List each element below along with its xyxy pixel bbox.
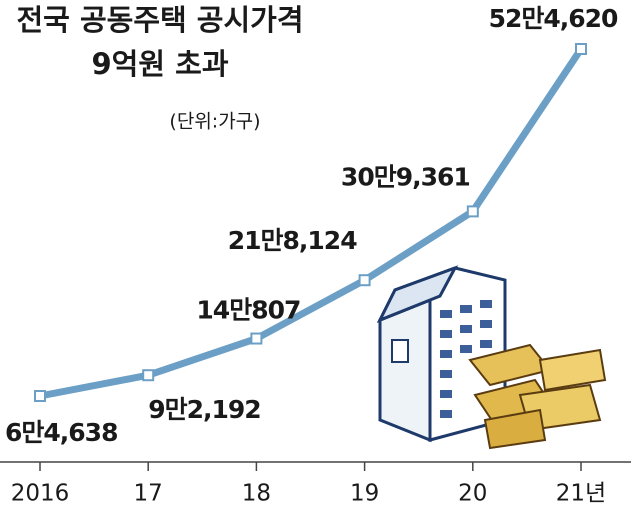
x-tick-label: 21년: [556, 481, 606, 507]
chart-title: 9억원 초과: [92, 47, 229, 81]
x-tick-label: 17: [134, 481, 163, 507]
illustration: [376, 265, 607, 450]
value-label: 30만9,361: [341, 162, 470, 191]
point-marker: [358, 274, 371, 287]
x-tick-label: 18: [242, 481, 271, 507]
point-marker: [250, 332, 263, 345]
point-marker: [466, 205, 479, 218]
value-label: 9만2,192: [148, 395, 260, 424]
value-label: 14만807: [196, 296, 300, 325]
value-label: 52만4,620: [489, 4, 618, 33]
chart-subtitle: (단위:가구): [169, 111, 260, 133]
line: [39, 47, 584, 400]
point-marker: [575, 43, 587, 55]
value-label: 6만4,638: [5, 418, 117, 447]
chart-title: 전국 공동주택 공시가격: [17, 3, 304, 37]
point-marker: [142, 369, 155, 382]
x-tick-label: 20: [458, 481, 487, 507]
x-tick-label: 19: [350, 481, 379, 507]
point-marker: [34, 390, 46, 402]
value-label: 21만8,124: [228, 226, 357, 255]
x-tick-label: 2016: [11, 481, 70, 507]
